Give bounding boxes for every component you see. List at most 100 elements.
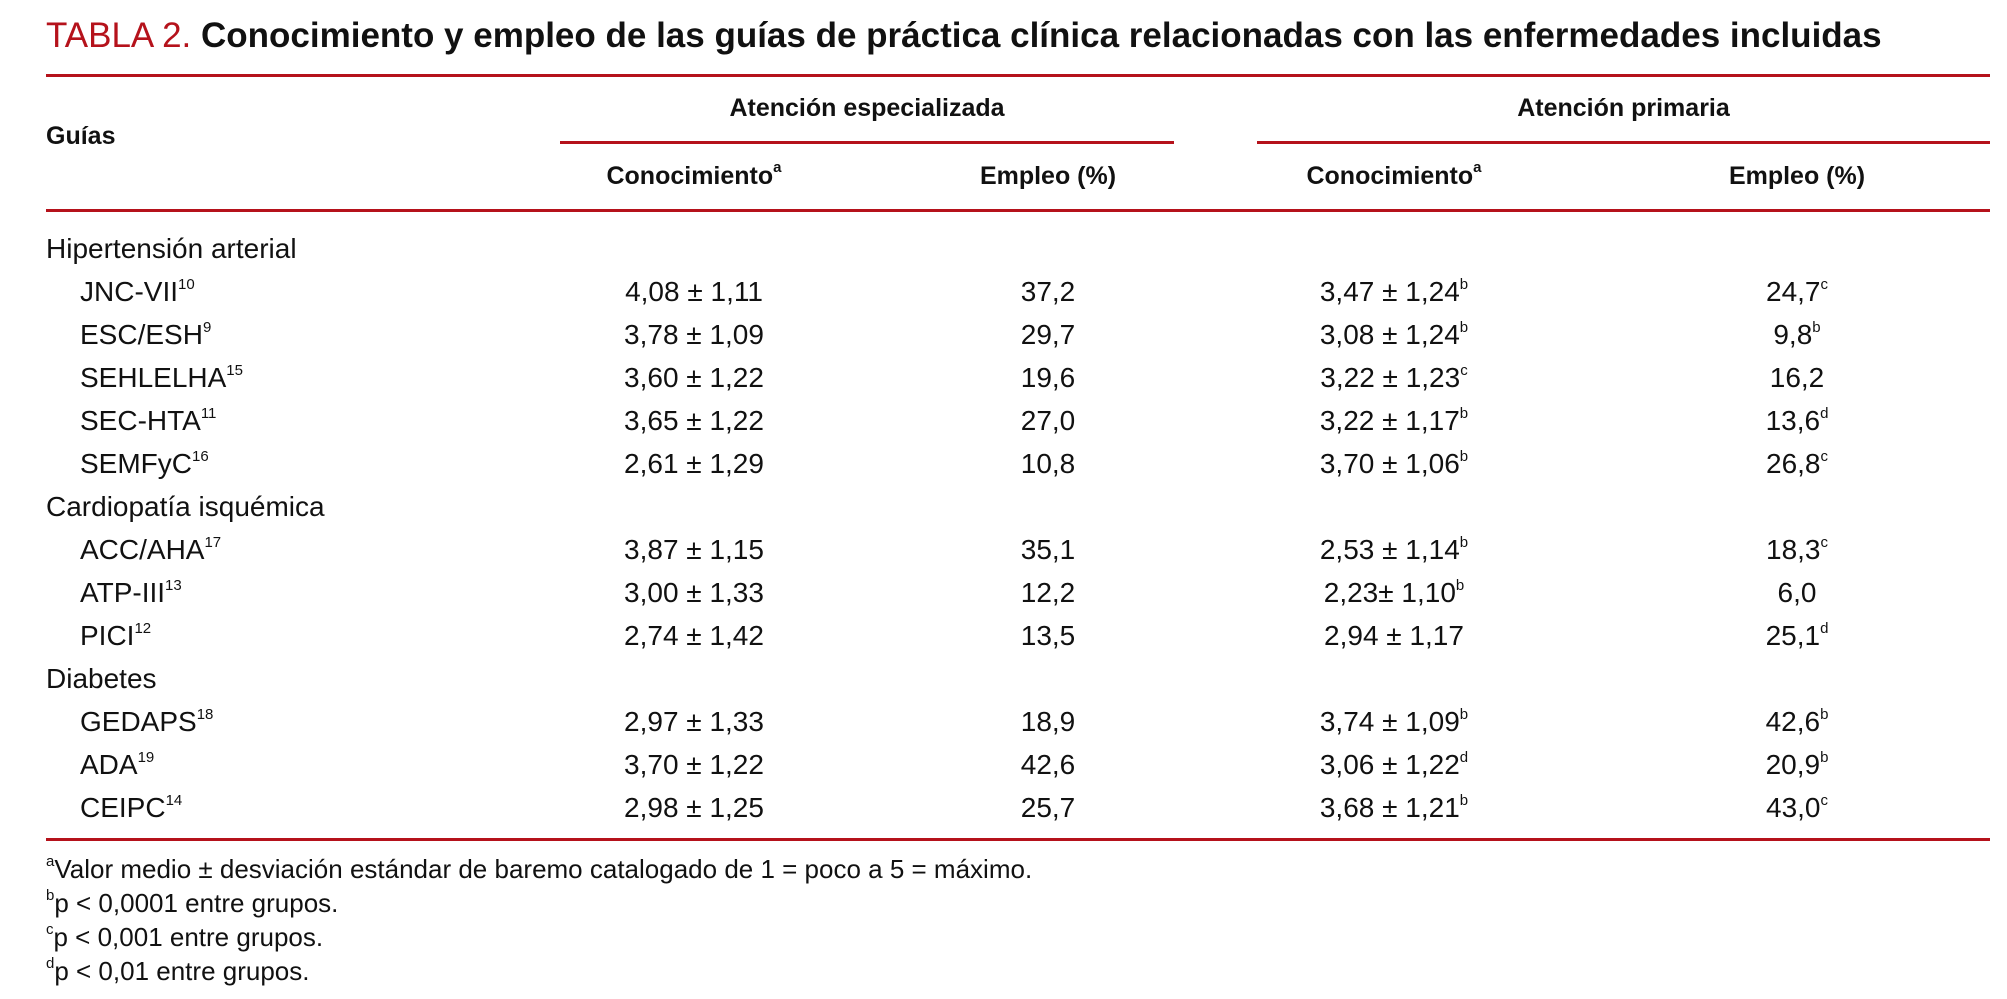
footnote: aValor medio ± desviación estándar de ba… — [46, 852, 1032, 886]
footnote-mark: d — [46, 955, 55, 972]
cell: 25,7 — [868, 788, 1228, 828]
section-name: Diabetes — [46, 663, 157, 694]
row-name: ACC/AHA17 — [80, 530, 221, 570]
guide-name: ACC/AHA — [80, 534, 205, 565]
footnote-mark: b — [46, 887, 55, 904]
footnote-mark: b — [1820, 749, 1829, 766]
cell-value: 3,87 ± 1,15 — [624, 534, 764, 565]
cell: 3,60 ± 1,22 — [514, 358, 874, 398]
cell-value: 3,68 ± 1,21 — [1319, 792, 1460, 823]
header-first: Guías — [46, 122, 116, 150]
cell: 13,5 — [868, 616, 1228, 656]
reference: 17 — [204, 534, 222, 551]
row-name: ATP-III13 — [80, 573, 182, 613]
cell-value: 3,22 ± 1,23 — [1320, 362, 1461, 393]
row-name: CEIPC14 — [80, 788, 182, 828]
cell: 29,7 — [868, 315, 1228, 355]
cell: 3,74 ± 1,09b — [1214, 702, 1574, 742]
cell-value: 2,61 ± 1,29 — [624, 448, 764, 479]
footnote-mark: c — [1820, 448, 1829, 465]
subcolumn-label: Conocimiento — [606, 162, 774, 190]
section-name: Hipertensión arterial — [46, 233, 297, 264]
rule — [46, 838, 1990, 841]
cell-value: 20,9 — [1765, 749, 1821, 780]
cell: 2,23± 1,10b — [1214, 573, 1574, 613]
cell: 12,2 — [868, 573, 1228, 613]
cell-value: 27,0 — [1020, 405, 1076, 436]
footnote-mark: b — [1459, 276, 1469, 293]
row-name: JNC-VII10 — [80, 272, 195, 312]
cell: 37,2 — [868, 272, 1228, 312]
footnote-text: p < 0,001 entre grupos. — [53, 922, 324, 952]
cell: 43,0c — [1617, 788, 1977, 828]
reference: 9 — [202, 319, 212, 336]
cell: 3,00 ± 1,33 — [514, 573, 874, 613]
cell: 2,98 ± 1,25 — [514, 788, 874, 828]
rule — [1257, 141, 1990, 144]
cell-value: 42,6 — [1020, 749, 1076, 780]
cell: 3,87 ± 1,15 — [514, 530, 874, 570]
cell-value: 12,2 — [1020, 577, 1076, 608]
cell-value: 43,0 — [1766, 792, 1821, 823]
cell: 2,61 ± 1,29 — [514, 444, 874, 484]
guide-name: ATP-III — [80, 577, 166, 608]
cell-value: 3,06 ± 1,22 — [1319, 749, 1460, 780]
reference: 18 — [196, 706, 214, 723]
footnote-mark: a — [46, 853, 55, 870]
cell: 2,53 ± 1,14b — [1214, 530, 1574, 570]
cell-value: 3,47 ± 1,24 — [1319, 276, 1460, 307]
cell: 3,22 ± 1,17b — [1214, 401, 1574, 441]
group-header: Atención primaria — [1517, 94, 1730, 122]
cell-value: 26,8 — [1766, 448, 1821, 479]
subcolumn-header: Empleo (%) — [1617, 162, 1977, 191]
cell: 2,74 ± 1,42 — [514, 616, 874, 656]
cell: 3,06 ± 1,22d — [1214, 745, 1574, 785]
reference: 14 — [165, 792, 183, 809]
cell-value: 13,6 — [1765, 405, 1821, 436]
subcolumn-header: Empleo (%) — [868, 162, 1228, 191]
footnote-mark: b — [1459, 405, 1469, 422]
row-name: SEHLELHA15 — [80, 358, 243, 398]
footnote-mark: c — [1820, 534, 1829, 551]
cell-value: 3,65 ± 1,22 — [624, 405, 764, 436]
footnote-mark: b — [1812, 319, 1821, 336]
guide-name: SEHLELHA — [80, 362, 227, 393]
guide-name: JNC-VII — [80, 276, 178, 307]
cell: 2,94 ± 1,17 — [1214, 616, 1574, 656]
cell: 27,0 — [868, 401, 1228, 441]
footnote-mark: b — [1459, 706, 1469, 723]
cell-value: 42,6 — [1765, 706, 1821, 737]
footnote-mark: c — [1820, 276, 1829, 293]
cell: 18,9 — [868, 702, 1228, 742]
cell: 3,70 ± 1,06b — [1214, 444, 1574, 484]
subcolumn-header: Conocimientoa — [1214, 160, 1574, 191]
row-name: SEMFyC16 — [80, 444, 209, 484]
cell-value: 37,2 — [1020, 276, 1076, 307]
group-header: Atención especializada — [729, 94, 1005, 122]
guide-name: ADA — [80, 749, 138, 780]
cell: 25,1d — [1617, 616, 1977, 656]
cell-value: 19,6 — [1020, 362, 1076, 393]
footnote: bp < 0,0001 entre grupos. — [46, 886, 338, 920]
cell-value: 9,8 — [1773, 319, 1813, 350]
subcolumn-label: Empleo (%) — [979, 162, 1117, 190]
footnote-mark: d — [1459, 749, 1469, 766]
guide-name: ESC/ESH — [80, 319, 203, 350]
footnote-mark: a — [773, 159, 782, 176]
cell: 19,6 — [868, 358, 1228, 398]
cell: 10,8 — [868, 444, 1228, 484]
row-name: ADA19 — [80, 745, 154, 785]
cell-value: 3,60 ± 1,22 — [624, 362, 764, 393]
footnote-mark: d — [1820, 620, 1829, 637]
cell: 3,08 ± 1,24b — [1214, 315, 1574, 355]
cell: 3,70 ± 1,22 — [514, 745, 874, 785]
guide-name: SEMFyC — [80, 448, 192, 479]
footnote: cp < 0,001 entre grupos. — [46, 920, 323, 954]
footnote-mark: c — [46, 921, 54, 938]
reference: 12 — [134, 620, 152, 637]
cell: 16,2 — [1617, 358, 1977, 398]
cell: 18,3c — [1617, 530, 1977, 570]
reference: 13 — [165, 577, 182, 594]
row-name: GEDAPS18 — [80, 702, 213, 742]
